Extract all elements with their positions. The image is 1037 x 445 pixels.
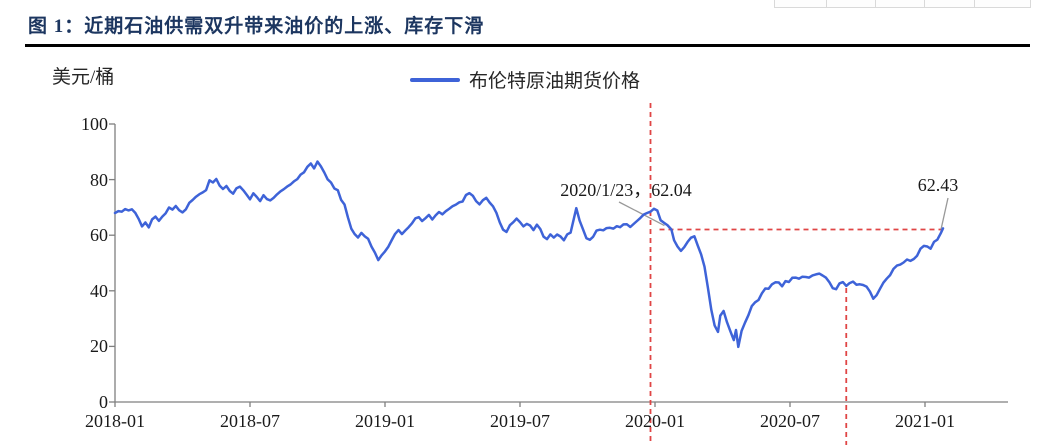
- callout-2020-01-23: 2020/1/23，62.04: [560, 180, 692, 200]
- table-cell: [975, 0, 1031, 8]
- title-divider: [25, 44, 1030, 47]
- y-tick-label: 100: [81, 114, 108, 134]
- callout-end-value: 62.43: [917, 175, 959, 195]
- x-tick-label: 2018-07: [220, 411, 280, 431]
- y-tick-label: 60: [90, 225, 108, 246]
- y-tick-label: 0: [99, 392, 108, 412]
- brent-price-series-line: [113, 160, 945, 349]
- legend-line-swatch-icon: [410, 77, 460, 82]
- y-tick-label: 20: [90, 336, 108, 357]
- table-cell: [775, 0, 827, 8]
- x-tick-label: 2020-01: [625, 411, 685, 431]
- x-tick-label: 2020-07: [760, 411, 820, 431]
- figure-title: 图 1：近期石油供需双升带来油价的上涨、库存下滑: [28, 16, 485, 37]
- callout-leader-line: [940, 197, 949, 230]
- x-tick-label: 2019-07: [490, 411, 550, 431]
- y-tick-label: 80: [90, 169, 108, 190]
- x-tick-label: 2021-01: [895, 411, 955, 431]
- x-tick-label: 2018-01: [85, 411, 145, 431]
- legend-label: 布伦特原油期货价格: [469, 71, 641, 92]
- chart-legend: 布伦特原油期货价格: [410, 66, 640, 93]
- table-cell: [876, 0, 925, 8]
- x-tick-label: 2019-01: [355, 411, 415, 431]
- callout-leader-line: [618, 201, 665, 227]
- table-cell: [827, 0, 876, 8]
- table-cell: [925, 0, 975, 8]
- y-axis-unit-label: 美元/桶: [52, 67, 115, 88]
- cropped-table-fragment: [774, 0, 1031, 8]
- y-tick-label: 40: [90, 280, 108, 301]
